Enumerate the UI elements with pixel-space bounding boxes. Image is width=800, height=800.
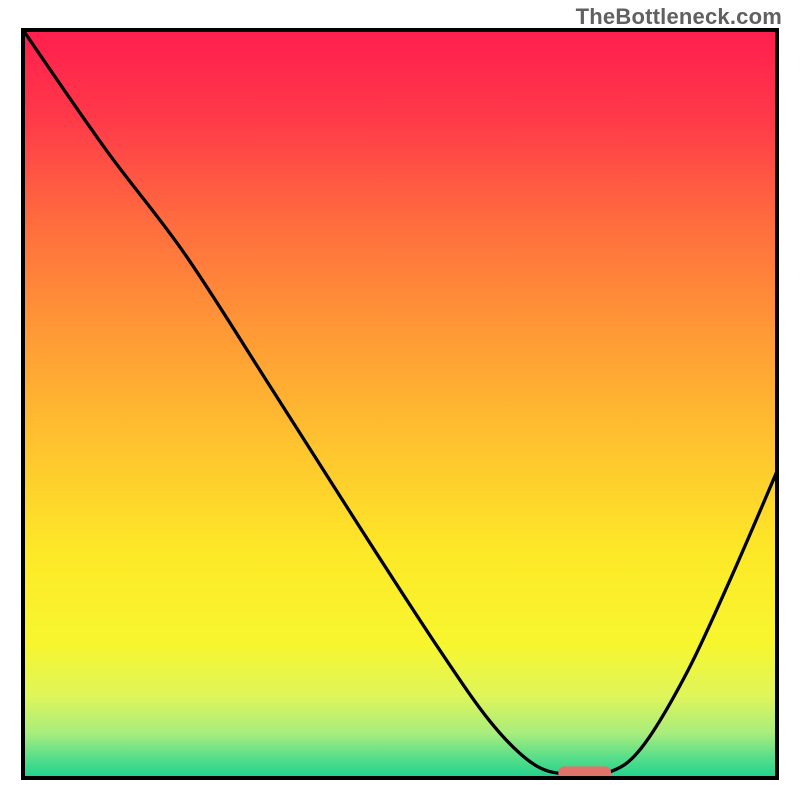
- chart-background: [23, 30, 777, 778]
- chart-container: { "watermark": "TheBottleneck.com", "plo…: [0, 0, 800, 800]
- watermark-text: TheBottleneck.com: [576, 4, 782, 30]
- bottleneck-curve-chart: [0, 0, 800, 800]
